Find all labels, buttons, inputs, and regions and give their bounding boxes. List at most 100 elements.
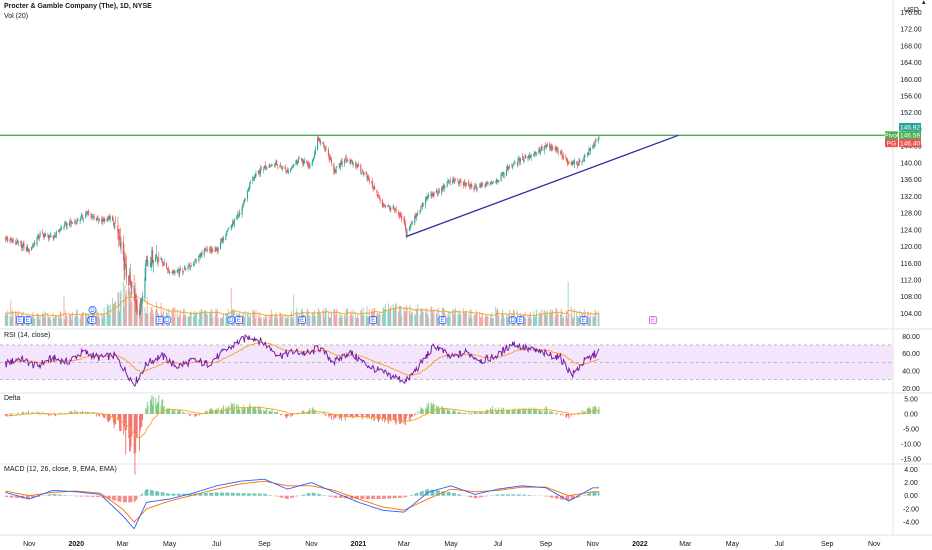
delta-bar (9, 412, 11, 414)
volume-bar (151, 307, 153, 326)
volume-bar (492, 317, 494, 326)
price-candle (171, 272, 173, 273)
price-candle (559, 152, 561, 153)
volume-bar (387, 311, 389, 326)
delta-bar (108, 414, 110, 423)
price-candle (367, 176, 370, 180)
macd-histogram-bar (242, 493, 244, 496)
price-candle (317, 137, 319, 150)
macd-histogram-bar (560, 495, 562, 500)
price-candle (479, 185, 481, 187)
delta-bar (431, 405, 433, 414)
event-marker[interactable]: E (579, 316, 588, 325)
macd-histogram-bar (11, 495, 13, 498)
macd-histogram-bar (174, 493, 176, 496)
macd-histogram-bar (303, 494, 305, 496)
price-candle (578, 161, 580, 166)
macd-histogram-bar (475, 495, 477, 499)
price-candle (179, 269, 181, 275)
event-marker[interactable]: E (516, 316, 525, 325)
volume-bar (43, 311, 45, 326)
event-marker[interactable]: E (298, 316, 306, 325)
volume-bar (270, 315, 272, 326)
event-marker[interactable]: D (508, 315, 517, 324)
volume-bar (507, 316, 509, 326)
event-marker[interactable]: E (16, 316, 24, 325)
macd-histogram-bar (329, 495, 331, 497)
price-candle (492, 182, 494, 184)
event-marker[interactable]: E (155, 316, 164, 325)
price-candle (49, 235, 51, 238)
macd-histogram-bar (313, 492, 315, 496)
price-candle (273, 165, 275, 166)
delta-bar (330, 414, 332, 420)
dividend-icon (163, 315, 172, 324)
volume-bar (107, 307, 109, 326)
delta-bar (183, 413, 185, 414)
macd-histogram-bar (82, 495, 84, 497)
delta-bar (244, 407, 246, 414)
price-candle (522, 156, 524, 160)
delta-bar (253, 406, 255, 414)
earnings-icon (438, 316, 447, 324)
delta-bar (108, 414, 110, 421)
macd-histogram-bar (595, 491, 597, 496)
volume-bar (221, 318, 223, 326)
event-marker[interactable]: D (227, 315, 236, 324)
macd-histogram-bar (134, 495, 136, 502)
macd-histogram-bar (150, 490, 152, 496)
delta-bar (411, 414, 413, 417)
event-marker[interactable]: E (235, 316, 243, 325)
price-candle (376, 190, 378, 194)
delta-bar (223, 405, 225, 414)
price-candle (249, 182, 251, 189)
delta-bar (287, 414, 289, 416)
price-candle (475, 185, 477, 187)
event-marker[interactable]: E (88, 316, 97, 325)
event-marker[interactable]: E (438, 316, 447, 325)
volume-bar (196, 311, 198, 326)
price-candle (31, 246, 33, 248)
delta-bar (215, 410, 217, 414)
macd-histogram-bar (216, 492, 218, 496)
price-candle (59, 228, 61, 231)
macd-histogram-bar (354, 495, 356, 499)
volume-bar (363, 314, 365, 326)
event-marker[interactable]: E (369, 316, 377, 325)
macd-histogram-bar (291, 495, 293, 498)
event-markers[interactable]: EEDEEDDEEEEDEEED (16, 305, 657, 325)
delta-bar (550, 411, 552, 414)
delta-bar (345, 414, 347, 416)
price-candle (253, 177, 255, 179)
volume-bar (448, 316, 450, 326)
event-marker[interactable]: E (23, 316, 32, 325)
macd-histogram-bar (592, 491, 594, 496)
volume-bar (341, 315, 343, 326)
price-candle (587, 152, 589, 154)
volume-bar (290, 314, 292, 326)
event-marker[interactable]: E (649, 316, 657, 325)
macd-histogram-bar (339, 495, 341, 498)
arrow-up-icon[interactable]: ▴ (922, 0, 926, 6)
delta-bar (382, 414, 384, 419)
delta-bar (495, 411, 497, 414)
macd-histogram-bar (248, 493, 250, 496)
macd-histogram-bar (308, 493, 310, 496)
volume-bar (270, 309, 272, 326)
delta-bar (88, 413, 90, 414)
delta-bar (86, 412, 88, 414)
volume-label: Vol (20) (4, 13, 28, 20)
delta-bar (584, 410, 586, 414)
price-candle (549, 146, 551, 149)
event-marker[interactable]: D (88, 305, 97, 314)
volume-bar (134, 296, 136, 326)
delta-bar (398, 414, 400, 420)
delta-bar (113, 414, 115, 429)
macd-histogram-bar (365, 495, 367, 499)
delta-bar (151, 395, 153, 414)
volume-bar (487, 316, 489, 326)
volume-bar (155, 301, 157, 326)
event-marker[interactable]: D (163, 315, 172, 324)
volume-bar (454, 309, 456, 326)
